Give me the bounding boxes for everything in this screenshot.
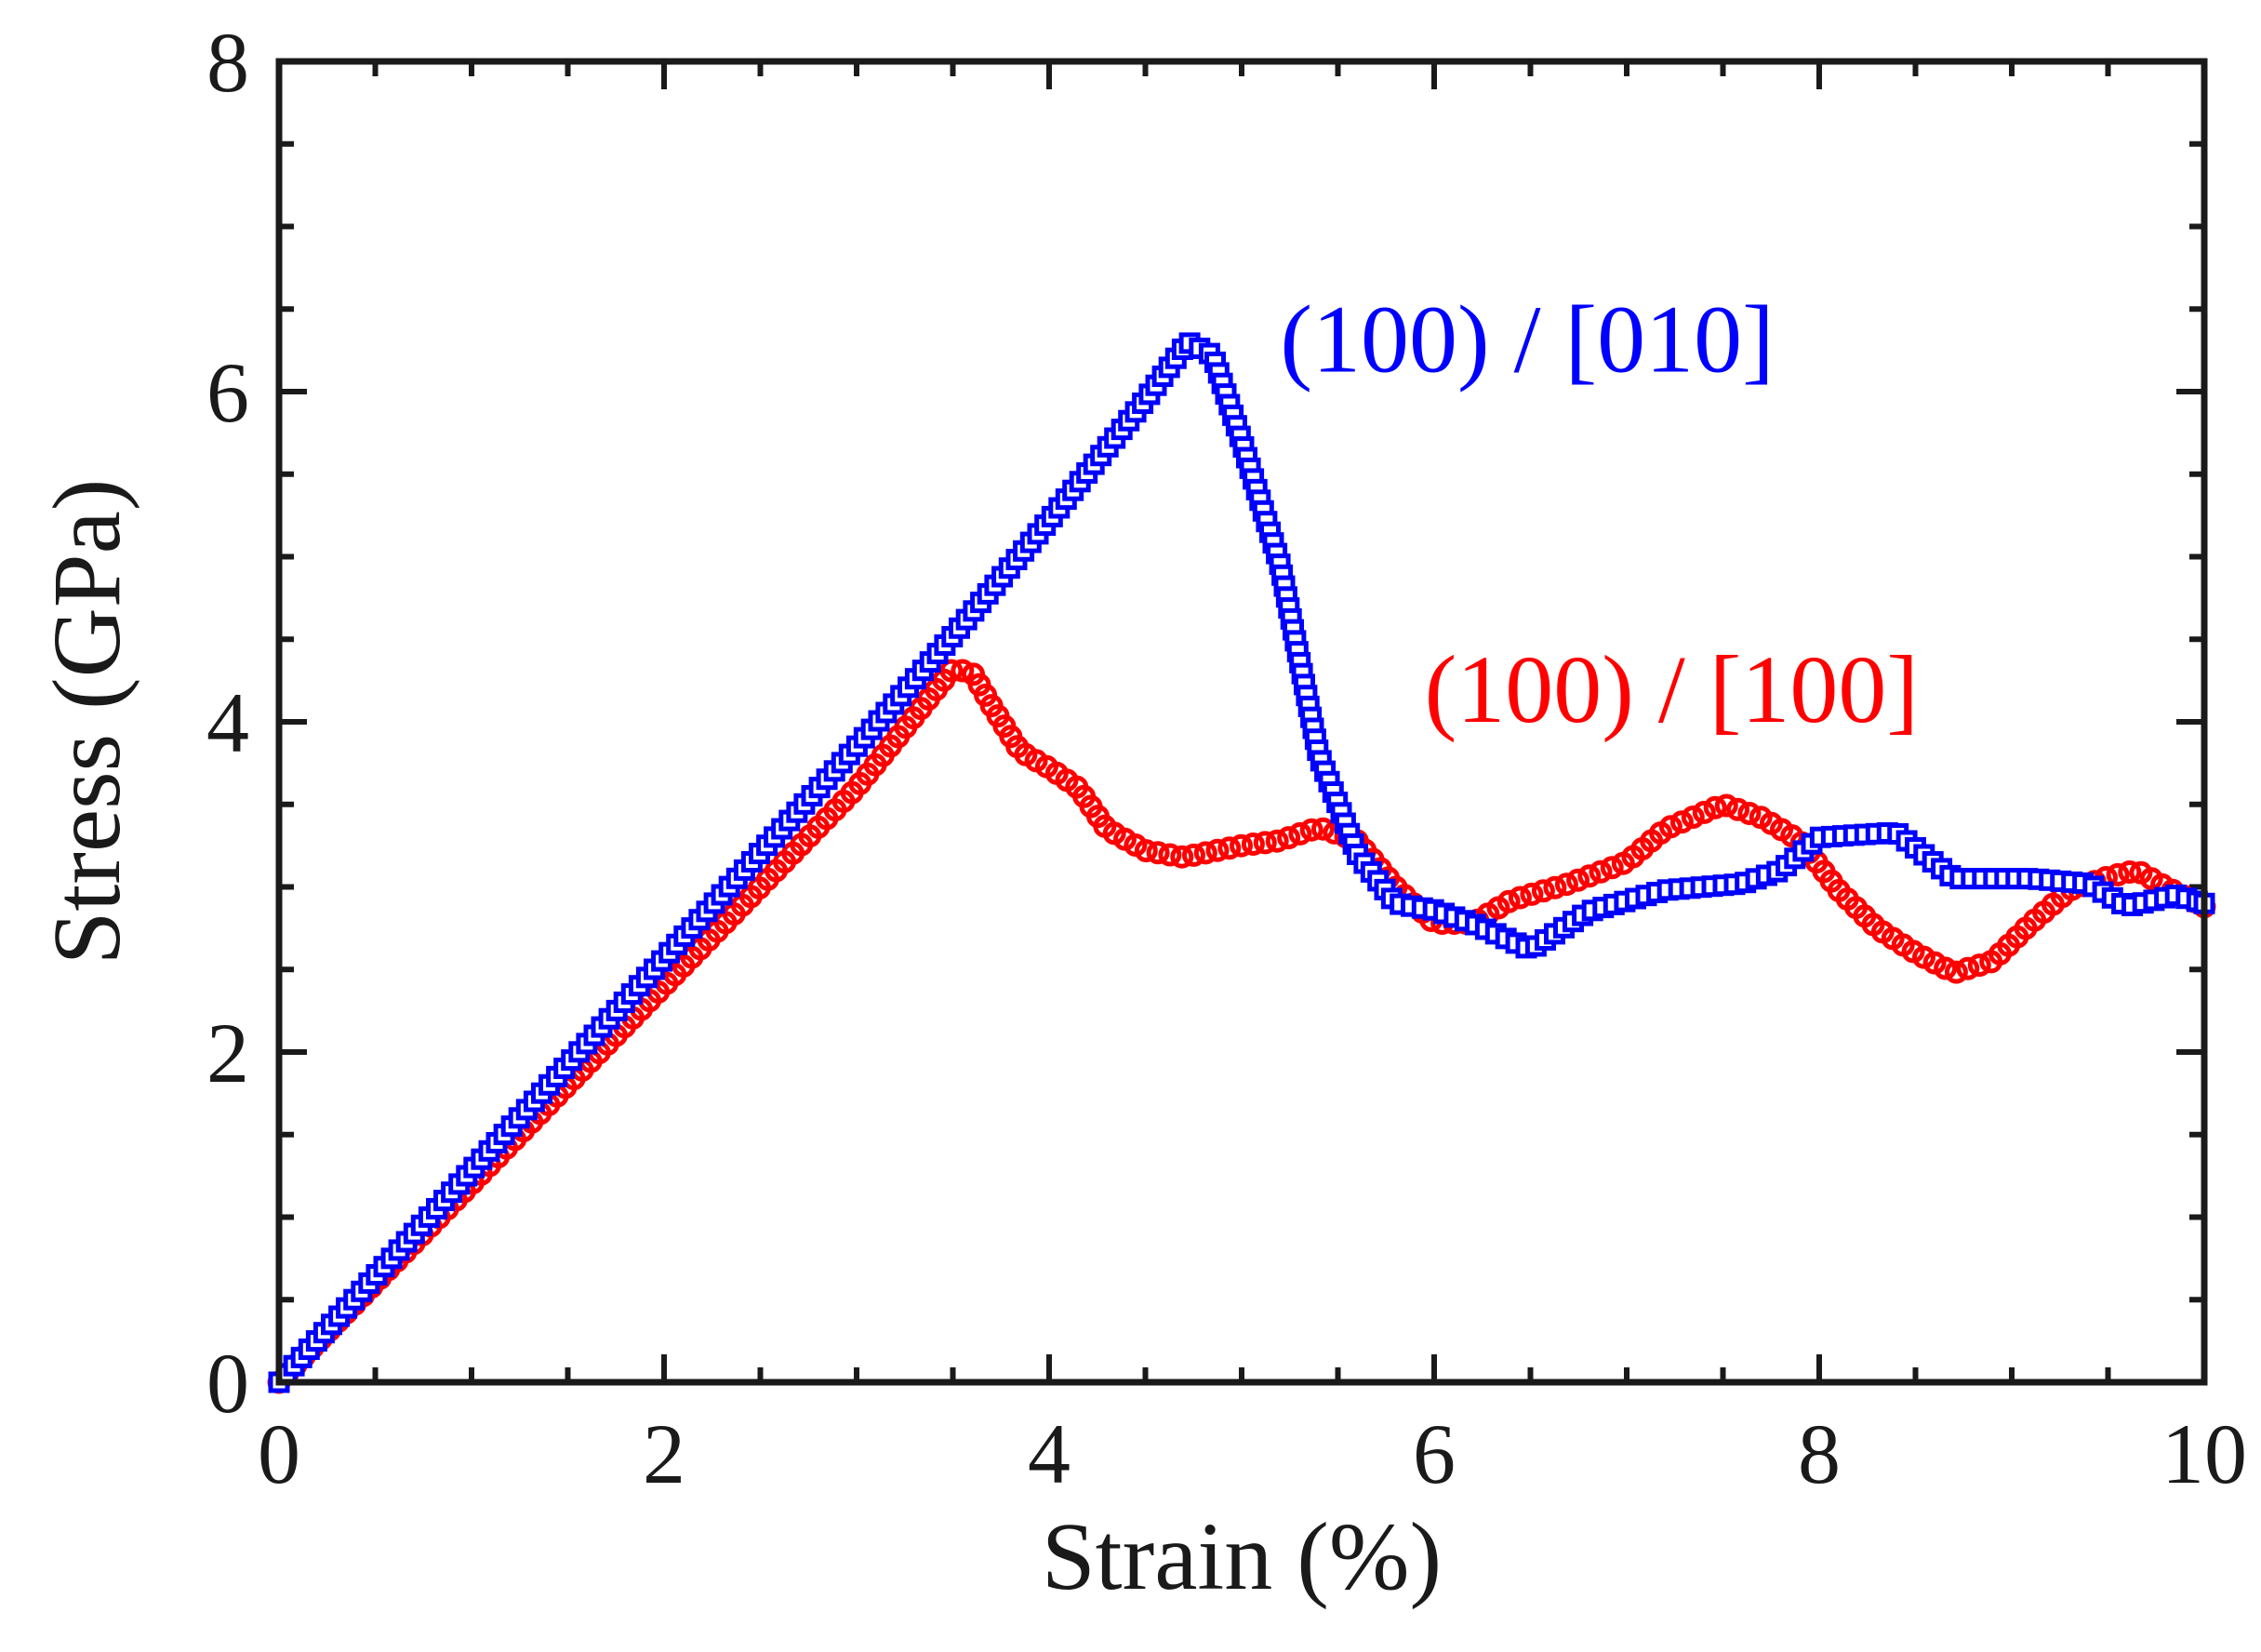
y-tick-label: 4 — [206, 675, 249, 770]
data-point — [1944, 960, 1968, 984]
data-point — [1241, 833, 1265, 856]
data-point — [1288, 821, 1312, 846]
data-point — [1577, 864, 1602, 888]
data-point — [1158, 843, 1182, 867]
plot-background — [279, 61, 2204, 1382]
data-point — [1230, 833, 1253, 858]
data-point — [1193, 841, 1217, 865]
x-tick-label: 2 — [643, 1406, 685, 1501]
data-point — [1600, 856, 1624, 880]
data-point — [1589, 859, 1613, 884]
x-tick-label: 6 — [1413, 1406, 1456, 1501]
data-point — [1299, 818, 1323, 842]
annotation-100-010: (100) / [010] — [1280, 286, 1774, 393]
data-point — [2118, 860, 2142, 884]
data-point — [1714, 793, 1738, 818]
data-point — [1170, 845, 1194, 869]
data-point — [1681, 806, 1705, 829]
y-tick-label: 0 — [206, 1336, 249, 1431]
x-tick-label: 8 — [1798, 1406, 1841, 1501]
x-tick-label: 10 — [2161, 1406, 2247, 1501]
data-point — [1726, 797, 1750, 821]
data-point — [939, 659, 964, 683]
x-tick-label: 4 — [1028, 1406, 1071, 1501]
data-point — [1543, 875, 1567, 899]
data-point — [1182, 843, 1205, 867]
y-tick-label: 6 — [206, 345, 249, 440]
data-point — [951, 659, 975, 683]
data-point — [1554, 873, 1578, 897]
data-point — [1217, 836, 1242, 860]
data-point — [1520, 882, 1544, 906]
data-point — [1934, 956, 1958, 980]
data-point — [2106, 862, 2130, 886]
data-point — [1531, 879, 1555, 903]
data-point — [1703, 795, 1727, 819]
y-tick-label: 2 — [206, 1006, 249, 1100]
data-point — [1692, 800, 1716, 824]
data-point — [1265, 829, 1289, 853]
data-point — [1508, 886, 1532, 910]
data-point — [1205, 838, 1230, 862]
data-point — [1277, 826, 1301, 850]
annotation-100-100: (100) / [100] — [1425, 636, 1919, 743]
data-point — [1956, 956, 1980, 980]
x-axis-label: Strain (%) — [1042, 1503, 1442, 1610]
data-point — [1496, 889, 1521, 913]
data-point — [1146, 841, 1170, 865]
data-point — [1737, 802, 1762, 825]
series-100-010 — [268, 332, 2215, 1393]
data-point — [1669, 810, 1694, 834]
plot-frame — [275, 58, 2208, 1386]
data-point — [1311, 817, 1335, 841]
y-axis-label: Stress (GPa) — [33, 479, 140, 966]
data-point — [1253, 831, 1277, 855]
data-point — [1566, 868, 1590, 892]
tick-labels: 0 2 4 6 8 10 0 2 4 6 8 — [206, 15, 2247, 1501]
y-tick-label: 8 — [206, 15, 249, 110]
x-tick-label: 0 — [258, 1406, 300, 1501]
data-point — [1658, 815, 1682, 839]
data-point — [1967, 953, 1991, 978]
data-point — [1134, 839, 1158, 863]
